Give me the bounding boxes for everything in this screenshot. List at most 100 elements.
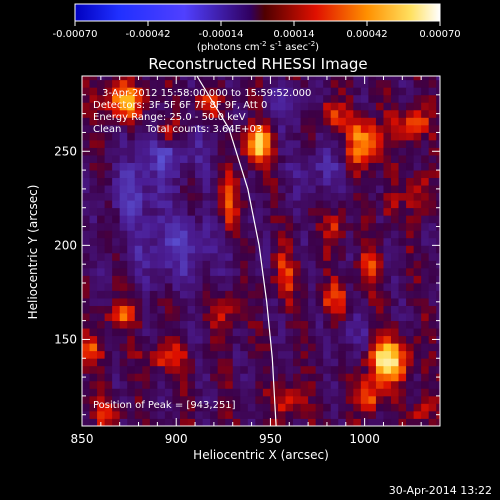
heatmap-cell	[127, 192, 136, 201]
heatmap-cell	[97, 215, 106, 224]
heatmap-cell	[210, 185, 219, 194]
heatmap-cell	[164, 147, 173, 156]
heatmap-cell	[247, 177, 256, 186]
heatmap-cell	[172, 365, 181, 374]
heatmap-cell	[127, 87, 136, 96]
heatmap-cell	[247, 290, 256, 299]
heatmap-cell	[104, 155, 113, 163]
heatmap-cell	[277, 147, 286, 156]
heatmap-cell	[368, 252, 377, 261]
heatmap-cell	[293, 298, 301, 306]
heatmap-cell	[406, 237, 415, 246]
heatmap-cell	[157, 350, 166, 359]
heatmap-cell	[127, 410, 136, 419]
heatmap-cell	[421, 388, 430, 397]
heatmap-cell	[421, 87, 430, 96]
heatmap-cell	[225, 313, 234, 322]
heatmap-cell	[179, 109, 188, 118]
heatmap-cell	[406, 222, 415, 231]
heatmap-cell	[421, 147, 430, 156]
heatmap-cell	[142, 350, 151, 359]
heatmap-cell	[179, 230, 188, 239]
heatmap-cell	[134, 177, 143, 186]
heatmap-cell	[285, 335, 294, 344]
heatmap-cell	[277, 94, 286, 103]
heatmap-cell	[112, 79, 121, 88]
heatmap-cell	[345, 252, 354, 261]
heatmap-cell	[210, 177, 219, 186]
heatmap-cell	[406, 252, 415, 261]
heatmap-cell	[142, 410, 151, 419]
heatmap-cell	[323, 162, 332, 171]
heatmap-cell	[436, 237, 440, 246]
heatmap-cell	[262, 335, 271, 344]
heatmap-cell	[210, 79, 219, 88]
heatmap-cell	[338, 177, 347, 186]
heatmap-cell	[398, 185, 407, 194]
heatmap-cell	[285, 200, 294, 209]
heatmap-cell	[391, 267, 399, 276]
heatmap-cell	[285, 237, 294, 246]
heatmap-cell	[308, 162, 317, 171]
heatmap-cell	[127, 260, 136, 269]
heatmap-cell	[217, 155, 226, 163]
heatmap-cell	[315, 79, 324, 88]
heatmap-cell	[202, 94, 211, 103]
heatmap-cell	[270, 252, 279, 261]
heatmap-cell	[164, 328, 173, 337]
heatmap-cell	[127, 237, 136, 246]
heatmap-cell	[179, 380, 188, 389]
heatmap-cell	[345, 215, 354, 224]
heatmap-cell	[353, 87, 362, 96]
heatmap-cell	[270, 102, 279, 111]
heatmap-cell	[421, 117, 430, 126]
heatmap-cell	[338, 215, 347, 224]
heatmap-cell	[413, 155, 422, 163]
heatmap-cell	[300, 275, 309, 284]
heatmap-cell	[270, 192, 279, 201]
heatmap-cell	[82, 328, 90, 337]
heatmap-cell	[262, 162, 271, 171]
heatmap-cell	[119, 328, 128, 337]
heatmap-cell	[293, 162, 301, 171]
heatmap-cell	[157, 102, 166, 111]
heatmap-cell	[293, 155, 301, 163]
heatmap-cell	[89, 365, 98, 374]
heatmap-cell	[97, 170, 106, 179]
heatmap-cell	[164, 185, 173, 194]
heatmap-cell	[421, 275, 430, 284]
heatmap-cell	[315, 388, 324, 397]
heatmap-cell	[247, 170, 256, 179]
heatmap-cell	[428, 282, 437, 291]
heatmap-cell	[187, 124, 196, 133]
heatmap-cell	[315, 245, 324, 254]
heatmap-cell	[89, 215, 98, 224]
heatmap-cell	[119, 418, 128, 426]
heatmap-cell	[240, 230, 249, 239]
heatmap-cell	[104, 320, 113, 329]
heatmap-cell	[375, 117, 384, 126]
heatmap-cell	[345, 373, 354, 382]
heatmap-cell	[240, 109, 249, 118]
heatmap-cell	[375, 418, 384, 426]
heatmap-cell	[217, 132, 226, 141]
heatmap-cell	[345, 230, 354, 239]
heatmap-cell	[428, 252, 437, 261]
heatmap-cell	[330, 298, 339, 306]
heatmap-cell	[134, 192, 143, 201]
heatmap-cell	[119, 305, 128, 314]
heatmap-cell	[323, 313, 332, 322]
heatmap-cell	[119, 290, 128, 299]
heatmap-cell	[97, 395, 106, 404]
heatmap-cell	[383, 267, 392, 276]
heatmap-cell	[413, 200, 422, 209]
heatmap-cell	[89, 222, 98, 231]
heatmap-cell	[225, 162, 234, 171]
heatmap-cell	[262, 290, 271, 299]
heatmap-cell	[164, 410, 173, 419]
heatmap-cell	[398, 358, 407, 367]
heatmap-cell	[315, 155, 324, 163]
heatmap-cell	[330, 260, 339, 269]
heatmap-cell	[142, 170, 151, 179]
heatmap-cell	[247, 132, 256, 141]
